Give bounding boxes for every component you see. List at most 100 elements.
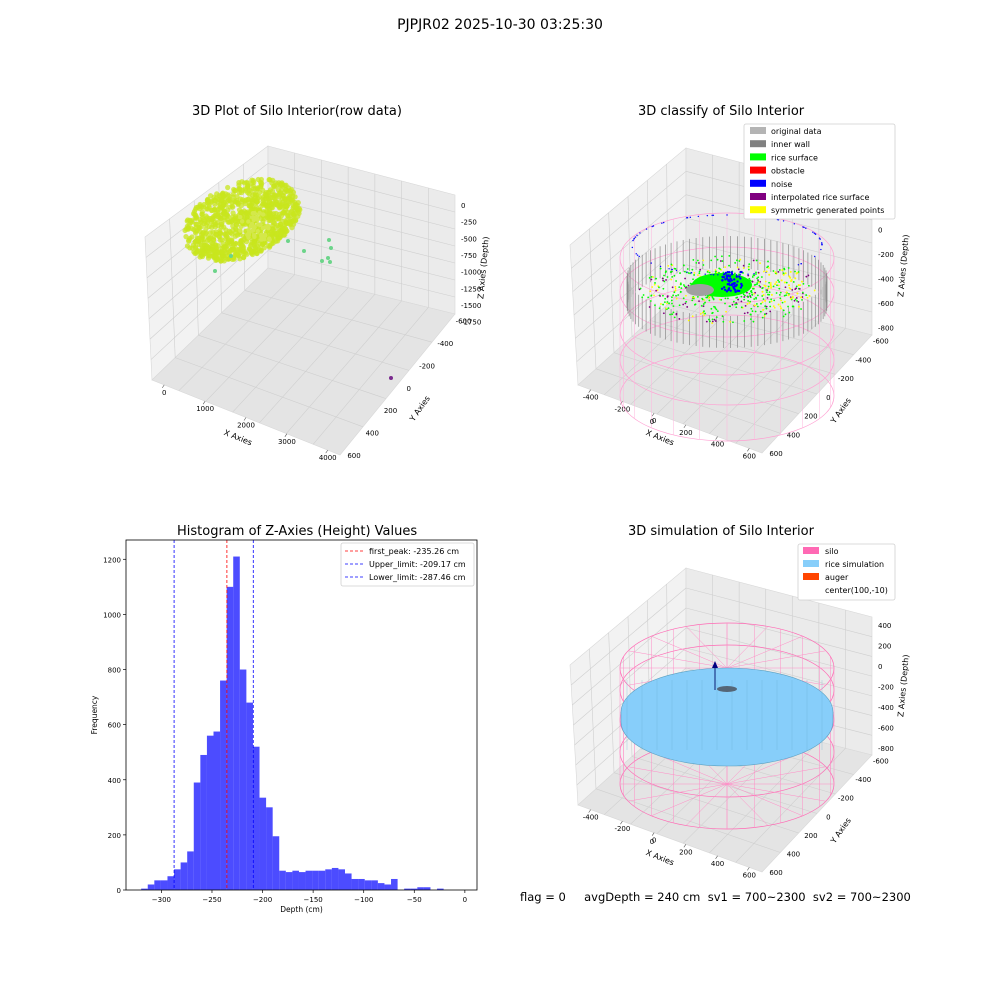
data-point (779, 297, 782, 300)
x-tick (243, 417, 247, 421)
symmetric-point (777, 303, 780, 306)
data-point (682, 284, 685, 286)
data-point (197, 242, 203, 248)
data-point (654, 282, 656, 284)
noise-point (732, 278, 736, 281)
data-point (796, 300, 798, 302)
data-point (783, 268, 786, 271)
data-point (237, 214, 243, 220)
data-point (698, 272, 701, 275)
z-axis-label: Z Axies (Depth) (896, 234, 910, 297)
histogram-bar (239, 669, 247, 890)
y-tick-label: 600 (347, 452, 360, 460)
noise-point (726, 270, 729, 274)
data-point (192, 230, 199, 236)
data-point (682, 297, 685, 300)
histogram-bar (180, 862, 188, 890)
x-tick-label: 0 (650, 838, 654, 846)
grid-line (685, 217, 873, 267)
data-point (302, 249, 306, 253)
symmetric-point (768, 273, 771, 276)
noise-point (663, 221, 665, 224)
data-point (235, 201, 241, 207)
noise-point (727, 279, 730, 283)
data-point (692, 259, 695, 261)
data-point (266, 217, 272, 224)
data-point (670, 278, 673, 281)
legend-swatch (750, 166, 766, 174)
data-point (760, 276, 763, 278)
noise-point (650, 262, 652, 264)
data-point (274, 182, 280, 188)
data-point (718, 267, 721, 270)
data-point (282, 232, 288, 238)
data-point (708, 320, 711, 323)
data-point (787, 305, 789, 308)
data-point (662, 287, 665, 290)
data-point (743, 298, 746, 301)
data-point (749, 318, 752, 321)
data-point (327, 238, 331, 242)
symmetric-point (780, 279, 783, 282)
grid-line (608, 632, 615, 773)
noise-point (814, 255, 816, 258)
data-point (713, 318, 716, 321)
data-point (708, 299, 711, 302)
data-point (766, 266, 768, 269)
data-point (711, 322, 714, 324)
data-point (698, 270, 701, 273)
noise-point (734, 290, 737, 294)
silo-wire (628, 650, 728, 669)
data-point (785, 294, 788, 297)
noise-point (732, 285, 735, 289)
symmetric-point (770, 293, 773, 296)
legend-swatch (750, 206, 766, 214)
histogram-bar (292, 870, 299, 890)
data-point (659, 295, 661, 297)
z-tick-label: -200 (878, 683, 894, 691)
data-point (220, 240, 226, 247)
data-point (702, 303, 705, 305)
noise-point (651, 225, 653, 228)
data-point (218, 197, 224, 203)
data-point (742, 293, 745, 296)
x-tick-label: 200 (679, 848, 692, 856)
symmetric-point (791, 296, 794, 299)
data-point (705, 320, 708, 323)
data-point (807, 274, 810, 277)
noise-point (725, 274, 727, 276)
data-point (329, 246, 333, 250)
data-point (765, 305, 768, 308)
data-point (743, 320, 746, 322)
noise-point (635, 253, 637, 255)
data-point (759, 310, 762, 313)
data-point (777, 279, 780, 282)
grid-line (656, 307, 766, 415)
data-point (761, 286, 764, 289)
noise-point (690, 272, 692, 274)
data-point (221, 245, 227, 251)
noise-point (723, 286, 726, 289)
histogram-bar (384, 884, 392, 890)
data-point (213, 269, 217, 273)
data-point (666, 302, 668, 305)
data-point (677, 294, 680, 296)
data-point (239, 197, 246, 203)
silo-wire (726, 626, 769, 669)
legend-swatch (750, 179, 766, 187)
data-point (778, 287, 781, 290)
data-point (693, 272, 696, 274)
data-point (711, 318, 714, 321)
x-tick (747, 867, 750, 871)
data-point (775, 292, 778, 294)
noise-point (797, 264, 800, 266)
data-point (663, 301, 666, 304)
data-point (262, 191, 268, 197)
data-point (768, 301, 771, 303)
data-point (673, 274, 676, 277)
data-point (389, 376, 393, 380)
x-tick-label: 0 (652, 417, 656, 425)
data-point (685, 294, 687, 297)
data-point (716, 310, 719, 313)
symmetric-point (800, 280, 803, 283)
